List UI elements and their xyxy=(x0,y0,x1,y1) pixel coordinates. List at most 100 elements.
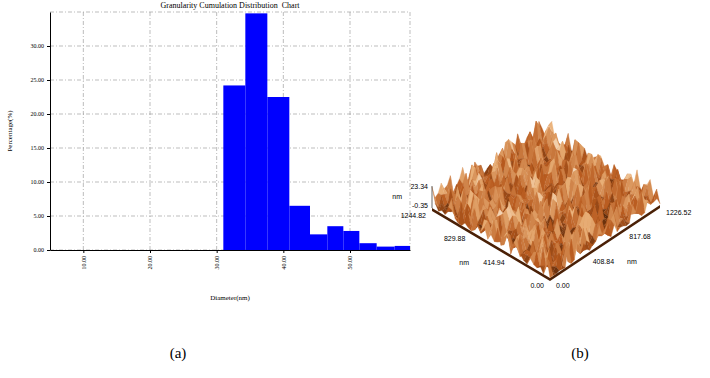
grid-line-x xyxy=(216,12,217,250)
surface-cell xyxy=(471,210,477,231)
y-tick: 15.00 xyxy=(31,145,51,151)
figure: 0.00 5.00 10.00 15.00 20.00 25.00 30.00 10.00 20… xyxy=(0,0,710,378)
x-tick-label: 0.00 xyxy=(530,282,544,289)
surface-cell xyxy=(465,213,471,227)
chart-title: Granularity Cumulation Distribution Char… xyxy=(160,1,300,10)
x-tick: 10.00 xyxy=(81,250,87,270)
tick-label: 0.00 xyxy=(34,247,45,253)
surface-labels: 23.34 -0.35 nm 0.00 414.94 829.88 1244.82 nm 0.0… xyxy=(392,183,691,289)
tick-label: 25.00 xyxy=(31,77,45,83)
bar xyxy=(245,13,267,250)
z-min-label: -0.35 xyxy=(412,202,428,209)
y-tick: 5.00 xyxy=(34,213,51,219)
tick-label: 20.00 xyxy=(31,111,45,117)
tick-mark xyxy=(47,46,50,47)
surface-cell xyxy=(507,231,513,254)
tick-mark xyxy=(47,250,50,251)
tick-mark xyxy=(83,250,84,253)
tick-label: 30.00 xyxy=(31,43,45,49)
tick-label: 10.00 xyxy=(81,256,87,270)
y-tick: 30.00 xyxy=(31,43,51,49)
tick-label: 15.00 xyxy=(31,145,45,151)
tick-mark xyxy=(47,80,50,81)
surface-cell xyxy=(514,238,520,257)
tick-mark xyxy=(47,182,50,183)
tick-label: 40.00 xyxy=(281,256,287,270)
surface-cell xyxy=(432,187,438,208)
surface-cell xyxy=(593,225,599,246)
bar xyxy=(377,247,395,250)
surface-cell xyxy=(527,194,533,200)
grid-line-y xyxy=(50,80,410,81)
y-tick-label: 408.84 xyxy=(593,258,615,265)
surface-cell xyxy=(547,258,553,278)
surface-cell xyxy=(458,204,464,226)
surface-cell xyxy=(438,183,444,195)
panel-b: 23.34 -0.35 nm 0.00 414.94 829.88 1244.82 nm 0.0… xyxy=(392,121,691,289)
y-tick: 25.00 xyxy=(31,77,51,83)
tick-label: 50.00 xyxy=(347,256,353,270)
x-tick: 30.00 xyxy=(214,250,220,270)
y-axis-title: Percentage(%) xyxy=(6,110,14,152)
tick-mark xyxy=(47,216,50,217)
y-tick-label: 1226.52 xyxy=(666,209,691,216)
tick-mark xyxy=(47,148,50,149)
grid-line-x xyxy=(150,12,151,250)
y-axis: 0.00 5.00 10.00 15.00 20.00 25.00 30.00 xyxy=(31,13,51,254)
panel-label: (b) xyxy=(571,345,589,362)
tick-label: 20.00 xyxy=(147,256,153,270)
x-tick: 40.00 xyxy=(281,250,287,270)
tick-mark xyxy=(150,250,151,253)
surface xyxy=(432,121,660,278)
surface-cell xyxy=(475,223,481,233)
y-tick-label: 0.00 xyxy=(556,282,570,289)
x-tick-label: 1244.82 xyxy=(401,212,426,219)
x-axis-title: Diameter(nm) xyxy=(210,294,250,302)
tick-label: 30.00 xyxy=(214,256,220,270)
tick-mark xyxy=(350,250,351,253)
bar xyxy=(223,85,245,250)
z-unit: nm xyxy=(392,193,402,200)
y-tick: 0.00 xyxy=(34,247,51,253)
y-unit: nm xyxy=(627,258,637,265)
surface-cell xyxy=(635,198,641,215)
grid-line-x xyxy=(83,12,84,250)
tick-mark xyxy=(217,250,218,253)
x-tick-label: 414.94 xyxy=(483,259,505,266)
panel-label: (a) xyxy=(170,345,187,362)
x-tick-label: 829.88 xyxy=(444,235,466,242)
surface-cell xyxy=(452,198,458,219)
tick-mark xyxy=(47,114,50,115)
surface-cell xyxy=(501,233,507,245)
bar xyxy=(327,226,343,250)
bar xyxy=(267,97,289,250)
y-tick: 10.00 xyxy=(31,179,51,185)
surface-cell xyxy=(626,204,632,223)
plot-frame xyxy=(50,12,410,250)
x-tick: 20.00 xyxy=(147,250,153,270)
grid xyxy=(50,12,410,250)
surface-cell xyxy=(562,245,568,268)
surface-cell xyxy=(534,252,540,268)
z-max-label: 23.34 xyxy=(410,183,428,190)
x-axis: 10.00 20.00 30.00 40.00 50.00 xyxy=(51,250,411,270)
tick-label: 10.00 xyxy=(31,179,45,185)
bar xyxy=(343,231,359,250)
surface-cell xyxy=(577,243,583,254)
axis-line xyxy=(50,13,51,251)
y-tick-label: 817.68 xyxy=(629,233,651,240)
surface-cell xyxy=(654,189,660,204)
surface-cell xyxy=(596,225,602,242)
bars xyxy=(223,13,410,250)
y-tick: 20.00 xyxy=(31,111,51,117)
bar xyxy=(395,246,410,250)
surface-cell xyxy=(617,222,623,227)
grid-line-y xyxy=(50,46,410,47)
grid-line-x xyxy=(350,12,351,250)
tick-label: 5.00 xyxy=(34,213,45,219)
z-axis-line xyxy=(432,186,433,208)
surface-cell xyxy=(518,143,524,159)
surface-cell xyxy=(448,198,454,215)
axis-line xyxy=(51,250,411,251)
x-tick: 50.00 xyxy=(347,250,353,270)
